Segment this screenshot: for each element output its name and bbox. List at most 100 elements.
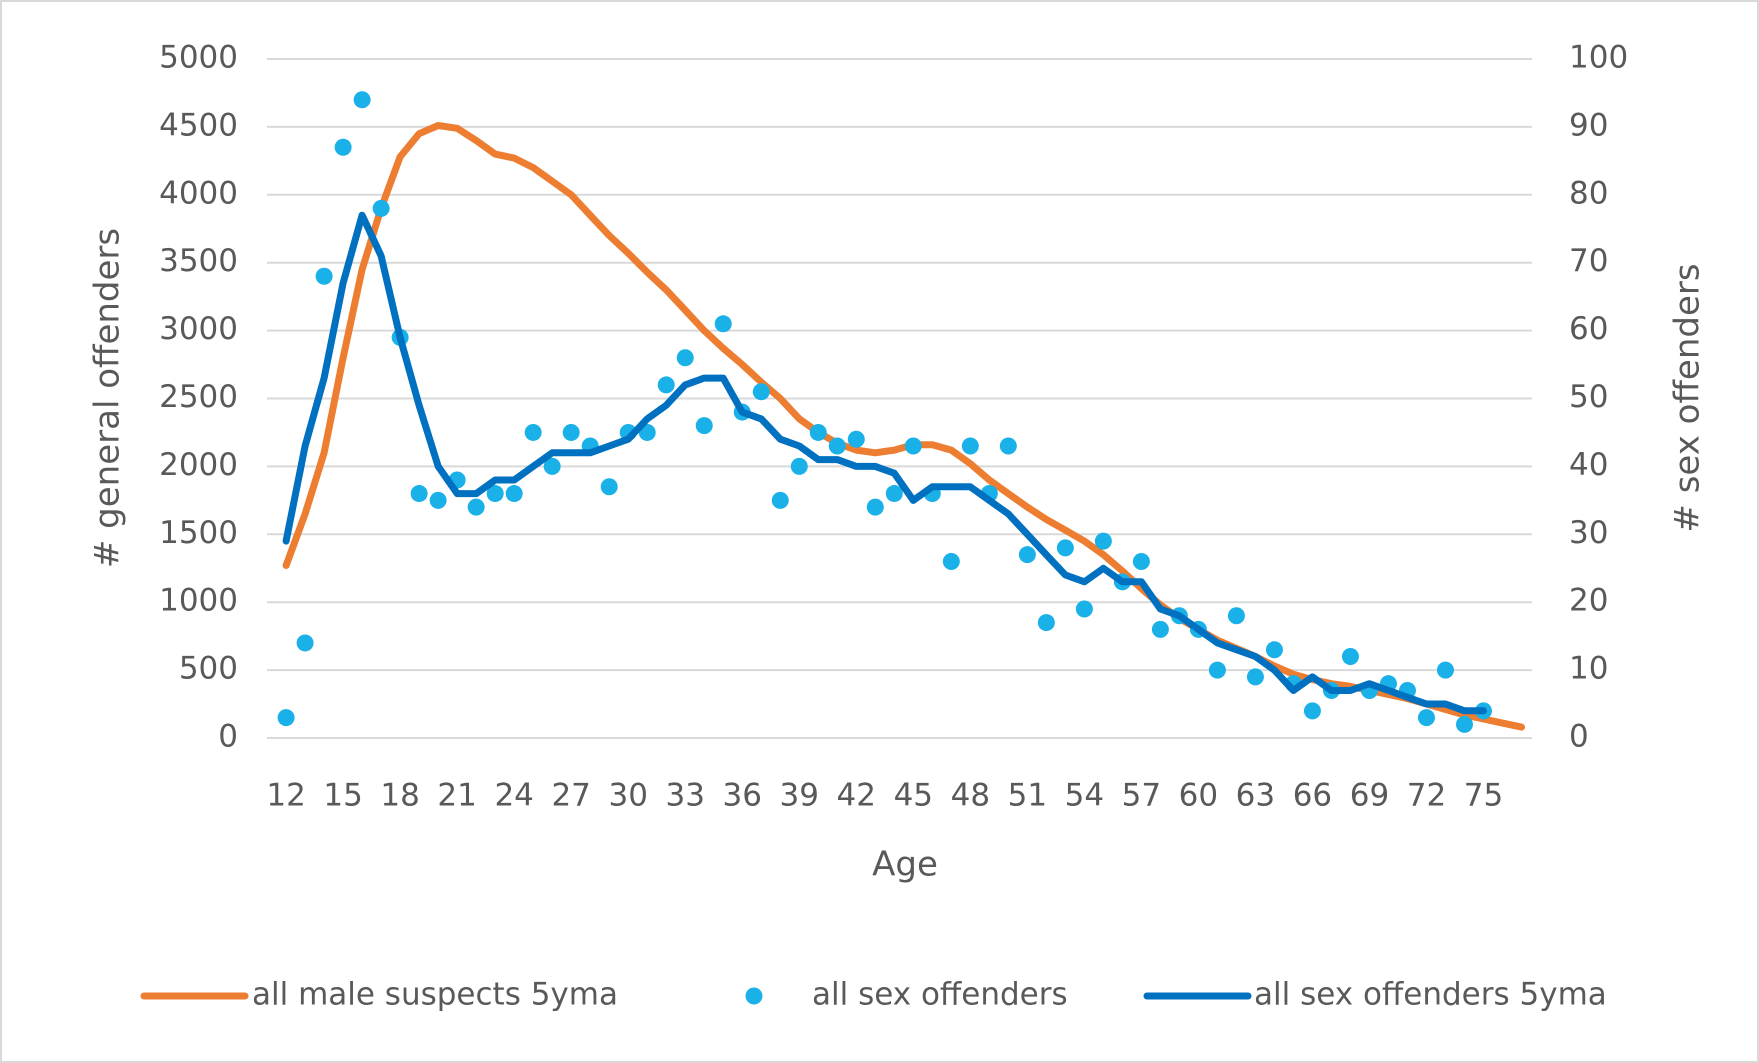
data-point: [1094, 532, 1112, 550]
data-point: [543, 457, 561, 475]
data-point: [752, 383, 770, 401]
data-point: [296, 634, 314, 652]
y-tick-label: 2500: [159, 379, 238, 415]
x-tick-label: 12: [266, 778, 305, 814]
data-point: [315, 267, 333, 285]
series-line: [282, 211, 1487, 715]
y2-tick-label: 70: [1569, 243, 1608, 279]
data-point: [771, 491, 789, 509]
data-point: [505, 485, 523, 503]
y-tick-label: 5000: [159, 40, 238, 76]
y-tick-label: 3000: [159, 311, 238, 347]
x-tick-label: 66: [1293, 778, 1332, 814]
data-point: [847, 430, 865, 448]
y-tick-label: 4000: [159, 175, 238, 211]
y2-tick-label: 50: [1569, 379, 1608, 415]
x-axis-title: Age: [872, 845, 938, 885]
data-point: [277, 709, 295, 727]
x-tick-label: 54: [1065, 778, 1104, 814]
x-tick-label: 51: [1008, 778, 1047, 814]
x-tick-label: 24: [494, 778, 533, 814]
data-point: [1151, 620, 1169, 638]
legend-label: all male suspects 5yma: [252, 977, 618, 1013]
x-tick-label: 57: [1122, 778, 1161, 814]
data-point: [600, 478, 618, 496]
y-tick-label: 1000: [159, 583, 238, 619]
x-tick-label: 42: [837, 778, 876, 814]
y-tick-label: 1500: [159, 515, 238, 551]
data-point: [1436, 661, 1454, 679]
x-tick-label: 27: [551, 778, 590, 814]
y-tick-label: 2000: [159, 447, 238, 483]
data-point: [1056, 539, 1074, 557]
y2-tick-label: 30: [1569, 515, 1608, 551]
data-point: [410, 485, 428, 503]
data-point: [353, 91, 371, 109]
x-tick-label: 18: [380, 778, 419, 814]
data-point: [562, 423, 580, 441]
y2-tick-label: 0: [1569, 719, 1589, 755]
data-point: [372, 199, 390, 217]
data-point: [1018, 546, 1036, 564]
data-point: [524, 423, 542, 441]
legend-label: all sex offenders: [812, 977, 1068, 1013]
x-tick-label: 48: [951, 778, 990, 814]
data-point: [942, 552, 960, 570]
data-point: [334, 138, 352, 156]
data-point: [1417, 709, 1435, 727]
x-tick-label: 39: [780, 778, 819, 814]
data-point: [1132, 552, 1150, 570]
x-tick-label: 75: [1464, 778, 1503, 814]
data-point: [1341, 648, 1359, 666]
y-tick-label: 4500: [159, 107, 238, 143]
y2-tick-label: 90: [1569, 107, 1608, 143]
x-tick-label: 45: [894, 778, 933, 814]
y2-tick-label: 10: [1569, 651, 1608, 687]
data-point: [714, 315, 732, 333]
data-point: [1265, 641, 1283, 659]
data-point: [1037, 614, 1055, 632]
data-point: [1303, 702, 1321, 720]
legend-marker: [745, 987, 763, 1005]
data-point: [999, 437, 1017, 455]
data-point: [695, 417, 713, 435]
y2-tick-label: 60: [1569, 311, 1608, 347]
y2-axis-title: # sex offenders: [1668, 263, 1708, 532]
data-point: [467, 498, 485, 516]
data-point: [1246, 668, 1264, 686]
x-tick-label: 60: [1179, 778, 1218, 814]
data-point: [676, 349, 694, 367]
x-tick-label: 69: [1350, 778, 1389, 814]
y-tick-label: 0: [218, 719, 238, 755]
data-point: [904, 437, 922, 455]
data-point: [809, 423, 827, 441]
y2-tick-label: 40: [1569, 447, 1608, 483]
data-point: [885, 485, 903, 503]
y2-tick-label: 20: [1569, 583, 1608, 619]
x-tick-label: 15: [323, 778, 362, 814]
y-axis-title: # general offenders: [88, 228, 128, 568]
data-point: [486, 485, 504, 503]
data-point: [1075, 600, 1093, 618]
y2-tick-label: 100: [1569, 40, 1628, 76]
y-tick-label: 500: [179, 651, 238, 687]
x-tick-label: 63: [1236, 778, 1275, 814]
x-tick-label: 33: [666, 778, 705, 814]
x-tick-label: 30: [608, 778, 647, 814]
x-tick-label: 72: [1407, 778, 1446, 814]
data-point: [1227, 607, 1245, 625]
data-point: [961, 437, 979, 455]
x-tick-label: 36: [723, 778, 762, 814]
data-point: [1208, 661, 1226, 679]
data-point: [828, 437, 846, 455]
data-point: [866, 498, 884, 516]
data-point: [429, 491, 447, 509]
x-tick-label: 21: [437, 778, 476, 814]
legend-label: all sex offenders 5yma: [1254, 977, 1607, 1013]
data-point: [790, 457, 808, 475]
data-point: [657, 376, 675, 394]
y2-tick-label: 80: [1569, 175, 1608, 211]
y-tick-label: 3500: [159, 243, 238, 279]
